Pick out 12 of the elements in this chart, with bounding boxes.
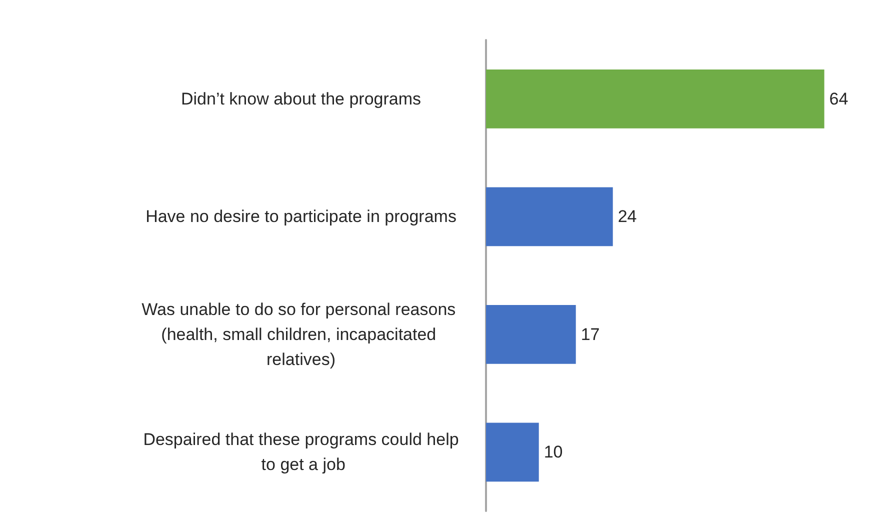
data-label: 17 bbox=[580, 324, 600, 344]
data-label: 24 bbox=[618, 207, 637, 226]
y-tick-label: Despaired that these programs could help to get a job bbox=[143, 430, 459, 474]
bar bbox=[486, 422, 539, 482]
bar bbox=[486, 69, 824, 128]
data-label: 64 bbox=[829, 89, 848, 108]
y-tick-label: Was unable to do so for personal reasons (health, small children, incapacitated relatives) bbox=[142, 300, 460, 369]
y-tick-label: Didn’t know about the programs bbox=[180, 89, 422, 108]
bar bbox=[486, 304, 576, 364]
data-label: 10 bbox=[544, 442, 563, 462]
y-tick-label: Have no desire to participate in programs bbox=[146, 207, 456, 226]
bar bbox=[486, 187, 613, 246]
